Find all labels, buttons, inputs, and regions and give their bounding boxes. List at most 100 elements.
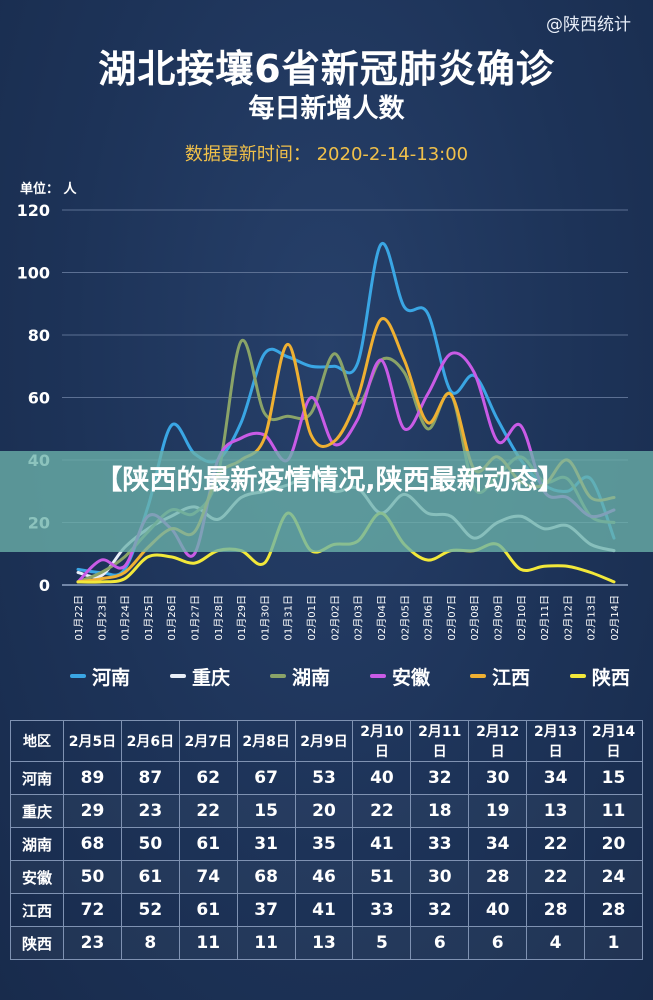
table-cell: 11	[584, 794, 643, 828]
x-tick-label: 02月12日	[562, 595, 574, 640]
x-tick-label: 01月22日	[73, 595, 85, 640]
y-tick-label: 80	[28, 326, 50, 345]
table-cell: 32	[410, 761, 470, 795]
table-cell: 72	[63, 893, 122, 927]
overlay-banner-text[interactable]: 【陕西的最新疫情情况,陕西最新动态】	[95, 465, 565, 496]
legend-label: 陕西	[591, 666, 630, 689]
x-tick-label: 02月14日	[609, 595, 621, 640]
table-cell: 15	[584, 761, 643, 795]
table-cell: 28	[526, 893, 586, 927]
table-cell: 61	[120, 860, 180, 894]
table-row: 重庆 29 23 22 15 20 22 18 19 13 11	[10, 794, 643, 828]
x-tick-label: 02月01日	[306, 595, 318, 640]
table-cell: 50	[120, 827, 180, 861]
table-header-date: 2月10日	[352, 720, 412, 762]
y-tick-label: 0	[39, 576, 50, 595]
x-tick-label: 01月24日	[120, 595, 132, 640]
legend-item: 湖南	[269, 663, 330, 690]
table-cell: 15	[236, 794, 296, 828]
x-tick-label: 02月08日	[469, 595, 481, 640]
table-cell: 52	[120, 893, 180, 927]
table-row: 江西 72 52 61 37 41 33 32 40 28 28	[10, 893, 643, 927]
table-row-region: 江西	[10, 893, 64, 927]
table-cell: 20	[584, 827, 643, 861]
line-chart: 02040608010012001月22日01月23日01月24日01月25日0…	[17, 201, 628, 640]
table-cell: 68	[63, 827, 122, 861]
legend-item: 河南	[70, 663, 130, 690]
legend-label: 重庆	[191, 666, 230, 689]
table-cell: 50	[63, 860, 122, 894]
legend-swatch	[269, 674, 286, 678]
table-header-row: 地区 2月5日 2月6日 2月7日 2月8日 2月9日 2月10日 2月11日 2月12日 2月1…	[10, 720, 643, 762]
table-cell: 23	[63, 926, 122, 960]
x-tick-label: 01月26日	[166, 595, 178, 640]
legend-item: 安徽	[369, 663, 430, 690]
x-tick-label: 01月28日	[213, 595, 225, 640]
table-cell: 8	[120, 926, 180, 960]
overlay-banner[interactable]: 【陕西的最新疫情情况,陕西最新动态】	[0, 451, 653, 552]
x-tick-label: 02月09日	[492, 595, 504, 640]
table-cell: 6	[468, 926, 528, 960]
table-cell: 23	[120, 794, 180, 828]
x-tick-label: 02月07日	[446, 595, 458, 640]
table-cell: 37	[236, 893, 296, 927]
table-cell: 30	[410, 860, 470, 894]
table-cell: 40	[468, 893, 528, 927]
table-cell: 74	[178, 860, 238, 894]
table-cell: 67	[236, 761, 296, 795]
table-cell: 13	[526, 794, 586, 828]
table-row-region: 湖南	[10, 827, 64, 861]
table-cell: 28	[468, 860, 528, 894]
legend-item: 陕西	[569, 663, 630, 690]
table-cell: 51	[352, 860, 412, 894]
x-tick-label: 01月29日	[236, 595, 248, 640]
legend-label: 河南	[92, 666, 131, 689]
table-cell: 6	[410, 926, 470, 960]
legend-swatch	[169, 674, 186, 678]
table-cell: 32	[410, 893, 470, 927]
x-tick-label: 01月27日	[190, 595, 202, 640]
table-cell: 24	[584, 860, 643, 894]
table-cell: 53	[294, 761, 354, 795]
table-row-region: 陕西	[10, 926, 64, 960]
unit-label: 单位： 人	[20, 182, 77, 197]
table-row-region: 河南	[10, 761, 64, 795]
table-cell: 13	[294, 926, 354, 960]
table-cell: 41	[352, 827, 412, 861]
data-table: 地区 2月5日 2月6日 2月7日 2月8日 2月9日 2月10日 2月11日 2月12日 2月1…	[10, 720, 643, 960]
table-cell: 11	[236, 926, 296, 960]
table-cell: 62	[178, 761, 238, 795]
table-cell: 18	[410, 794, 470, 828]
table-cell: 46	[294, 860, 354, 894]
brand-watermark: @陕西统计	[546, 15, 631, 35]
table-cell: 28	[584, 893, 643, 927]
x-tick-label: 02月10日	[516, 595, 528, 640]
chart-subtitle: 每日新增人数	[248, 94, 405, 124]
table-row-region: 安徽	[10, 860, 64, 894]
legend-swatch	[569, 674, 586, 678]
y-tick-label: 60	[28, 389, 50, 408]
y-tick-label: 120	[17, 201, 50, 220]
table-cell: 34	[526, 761, 586, 795]
table-header-date: 2月5日	[63, 720, 122, 762]
table-cell: 35	[294, 827, 354, 861]
table-row-region: 重庆	[10, 794, 64, 828]
table-header-date: 2月7日	[178, 720, 238, 762]
table-header-date: 2月14日	[584, 720, 643, 762]
update-time: 数据更新时间： 2020-2-14-13:00	[184, 144, 469, 165]
table-cell: 33	[410, 827, 470, 861]
table-header-date: 2月12日	[468, 720, 528, 762]
table-cell: 1	[584, 926, 643, 960]
chart-legend: 河南 重庆 湖南 安徽 江西 陕西	[70, 663, 630, 690]
table-cell: 22	[526, 860, 586, 894]
table-cell: 22	[526, 827, 586, 861]
table-cell: 22	[352, 794, 412, 828]
x-tick-label: 02月04日	[376, 595, 388, 640]
table-row: 陕西 23 8 11 11 13 5 6 6 4 1	[10, 926, 643, 960]
table-cell: 41	[294, 893, 354, 927]
table-cell: 19	[468, 794, 528, 828]
table-cell: 30	[468, 761, 528, 795]
table-cell: 22	[178, 794, 238, 828]
x-tick-label: 02月06日	[423, 595, 435, 640]
x-tick-label: 01月31日	[283, 595, 295, 640]
